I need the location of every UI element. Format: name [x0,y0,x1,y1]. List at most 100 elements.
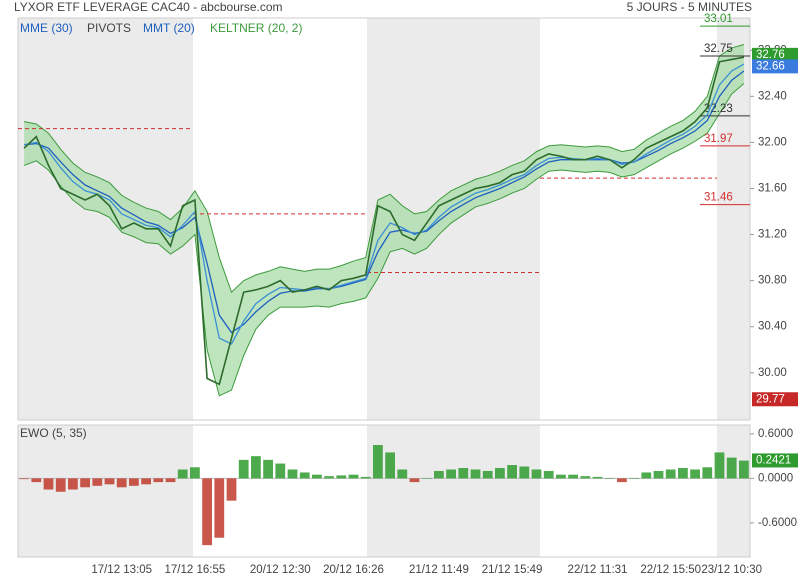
x-tick-label: 20/12 12:30 [250,564,311,576]
current-pivot-label: 31.97 [704,133,733,145]
ewo-bar [165,478,176,483]
ewo-bar [702,467,713,479]
ewo-bar [580,476,591,479]
ewo-bar [726,457,737,479]
ewo-bar [641,472,652,479]
day-shade [18,425,193,557]
ewo-bar [568,474,578,479]
ewo-bar [55,478,66,492]
x-tick-label: 17/12 13:05 [91,564,152,576]
ewo-bar [275,463,286,479]
ewo-bar [678,468,688,479]
ewo-bar [665,469,676,479]
x-tick-label: 23/12 10:30 [701,564,762,576]
ewo-bar [360,476,371,479]
price-tag-label: 32.76 [756,49,785,61]
ewo-bar [336,475,347,479]
ewo-bar [482,470,493,479]
ewo-bar [397,469,408,479]
ewo-bar [104,478,115,485]
price-tag [752,59,798,74]
ewo-bar [470,469,481,479]
x-tick-label: 22/12 15:50 [640,564,701,576]
x-tick-label: 20/12 16:26 [323,564,384,576]
ewo-bar [263,459,273,479]
ewo-bar [543,470,554,479]
y-tick-label: 0.0000 [758,472,793,484]
legend-mme: MME (30) [20,21,73,35]
price-frame [17,17,751,421]
ewo-bar [653,470,664,479]
ewo-bar [226,478,237,501]
ewo-bar [141,478,151,485]
ewo-bar [214,478,225,538]
legend-pivots: PIVOTS [87,21,131,35]
y-tick-label: 0.6000 [758,428,793,440]
x-tick-label: 21/12 11:49 [409,564,469,576]
ewo-bar [116,478,127,488]
ewo-bar [604,478,615,479]
mmt-line [23,63,745,345]
x-tick-label: 22/12 11:31 [568,564,628,576]
price-tag [752,392,798,407]
ewo-bar [202,478,212,546]
ewo-bar [287,469,298,479]
ewo-tag-label: 0.2421 [756,454,791,466]
legend-keltner: KELTNER (20, 2) [210,21,302,35]
current-pivot-label: 31.46 [704,192,733,204]
ewo-bar [92,478,103,486]
ewo-bar [495,468,505,479]
ewo-tag [752,453,798,468]
ewo-bar [190,467,200,479]
ewo-bar [153,478,164,483]
ewo-bar [507,465,517,479]
current-pivot-label: 33.01 [704,13,733,25]
ewo-bar [629,478,639,479]
price-tag-label: 32.66 [756,60,785,72]
keltner-lower [23,83,745,397]
ewo-bar [43,478,54,490]
ewo-bar [458,468,469,479]
ewo-bar [299,472,310,479]
ewo-bar [177,469,188,479]
ewo-bar [348,474,359,479]
ewo-bar [251,456,261,479]
ewo-bar [519,466,530,479]
keltner-upper [24,44,745,294]
ewo-title: EWO (5, 35) [20,426,87,440]
y-tick-label: 32.40 [758,90,787,102]
day-shade [367,425,540,557]
mme-line [24,70,745,334]
x-tick-label: 17/12 16:55 [165,564,226,576]
ewo-bar [324,476,334,479]
ewo-bar [19,478,29,480]
ewo-bar [409,478,420,483]
chart-subtitle: 5 JOURS - 5 MINUTES [627,0,752,14]
ewo-bar [592,476,603,479]
y-tick-label: 31.60 [758,183,787,195]
ewo-bar [373,445,383,479]
ewo-bar [238,459,249,479]
x-tick-label: 21/12 15:49 [482,564,543,576]
ewo-bar [385,452,395,479]
day-shade [717,425,750,557]
y-tick-label: 32.00 [758,136,787,148]
ewo-bar [68,478,78,490]
y-tick-label: 30.80 [758,275,787,287]
price-line [23,56,745,386]
ewo-bar [531,469,542,479]
ewo-bar [617,478,627,483]
ewo-bar [421,478,432,479]
legend-mmt: MMT (20) [143,21,195,35]
ewo-bar [80,478,90,488]
ewo-bar [129,478,139,486]
y-tick-label: 30.40 [758,321,787,333]
price-tag-label: 29.77 [756,393,785,405]
ewo-bar [714,452,725,479]
ewo-bar [312,474,322,479]
ewo-bar [31,478,42,483]
ewo-bar [690,469,700,479]
keltner-band [24,44,744,396]
ewo-frame [17,424,751,558]
